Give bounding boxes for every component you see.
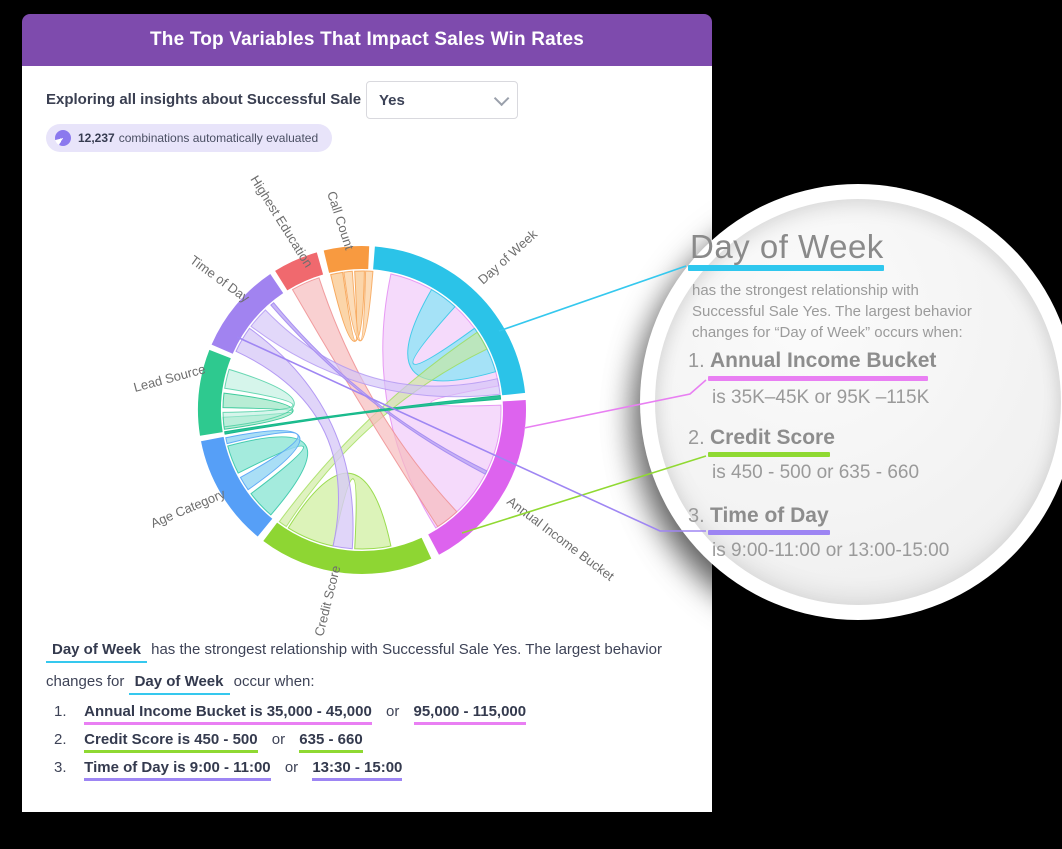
- chevron-down-icon: [493, 90, 510, 106]
- magnifier-title-underline: [688, 265, 884, 271]
- summary-item-1-first: Annual Income Bucket is 35,000 - 45,000: [84, 703, 372, 725]
- exploring-label: Exploring all insights about Successful …: [46, 91, 362, 108]
- insight-3-heading: Time of Day: [710, 504, 829, 527]
- insight-1-underline: [708, 376, 928, 381]
- summary-line-2-pre: changes for: [46, 673, 125, 690]
- insight-1-number: 1.: [688, 350, 705, 372]
- summary-item-2-first: Credit Score is 450 - 500: [84, 731, 258, 753]
- summary-item-2-second: 635 - 660: [299, 731, 363, 753]
- evaluations-badge: 12,237 combinations automatically evalua…: [46, 124, 333, 152]
- summary-item-1-number: 1.: [54, 703, 67, 720]
- summary-item-3: 3. Time of Day is 9:00 - 11:00 or 13:30 …: [54, 759, 403, 781]
- page-title: The Top Variables That Impact Sales Win …: [150, 29, 584, 50]
- insight-2-value: is 450 - 500 or 635 - 660: [712, 462, 920, 483]
- summary-highlight-day-of-week-1: Day of Week: [46, 641, 147, 663]
- insight-1-value: is 35K–45K or 95K –115K: [712, 387, 930, 408]
- insight-1-heading: Annual Income Bucket: [710, 349, 937, 372]
- summary-item-3-number: 3.: [54, 759, 67, 776]
- magnifier-title: Day of Week: [690, 228, 884, 265]
- summary-item-1: 1. Annual Income Bucket is 35,000 - 45,0…: [54, 703, 527, 725]
- magnifier-body: has the strongest relationship with Succ…: [692, 282, 972, 341]
- summary-line-1: Day of Week has the strongest relationsh…: [46, 641, 662, 663]
- summary-item-1-second: 95,000 - 115,000: [413, 703, 527, 725]
- summary-line-2-post: occur when:: [233, 673, 315, 690]
- evaluations-icon: [55, 130, 71, 146]
- summary-line-1-rest: has the strongest relationship with Succ…: [151, 641, 662, 658]
- summary-item-2-number: 2.: [54, 731, 67, 748]
- insight-3-value: is 9:00-11:00 or 13:00-15:00: [712, 540, 950, 561]
- insights-card: [22, 66, 712, 812]
- card-header: The Top Variables That Impact Sales Win …: [22, 14, 712, 66]
- summary-item-2: 2. Credit Score is 450 - 500 or 635 - 66…: [54, 731, 363, 753]
- insight-2-heading: Credit Score: [710, 426, 835, 449]
- summary-item-3-second: 13:30 - 15:00: [312, 759, 403, 781]
- evaluations-count: 12,237: [78, 131, 115, 145]
- insight-2-number: 2.: [688, 427, 705, 449]
- magnifier-circle: Day of Week has the strongest relationsh…: [640, 184, 1062, 620]
- insight-3-underline: [708, 530, 830, 535]
- dropdown-value: Yes: [379, 91, 405, 109]
- successful-sale-dropdown[interactable]: Yes: [366, 81, 518, 119]
- evaluations-text: combinations automatically evaluated: [118, 131, 319, 145]
- summary-line-2: changes for Day of Week occur when:: [46, 673, 315, 695]
- summary-item-2-or: or: [271, 731, 286, 748]
- insight-2-underline: [708, 452, 830, 457]
- summary-item-1-or: or: [385, 703, 400, 720]
- summary-item-3-or: or: [284, 759, 299, 776]
- summary-highlight-day-of-week-2: Day of Week: [128, 673, 230, 695]
- summary-item-3-first: Time of Day is 9:00 - 11:00: [84, 759, 271, 781]
- insight-3-number: 3.: [688, 505, 705, 527]
